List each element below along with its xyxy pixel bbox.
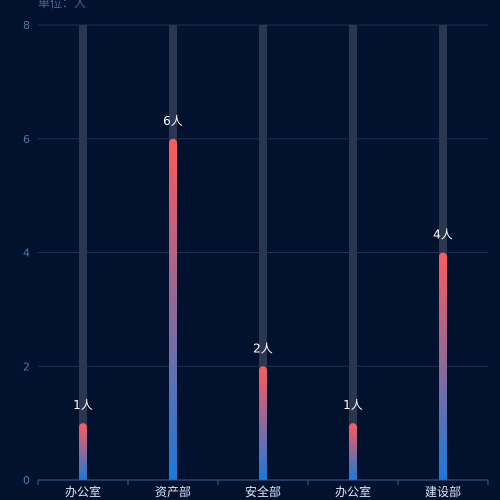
x-axis-ticks: 办公室 资产部 安全部 办公室 建设部 <box>65 484 461 499</box>
bar <box>169 138 177 480</box>
x-tick-label: 办公室 <box>335 484 371 499</box>
bar-track <box>259 25 267 480</box>
x-tick-label: 资产部 <box>155 484 191 499</box>
data-label: 2人 <box>253 341 273 355</box>
bar <box>79 423 87 480</box>
y-axis-ticks: 0 2 4 6 8 <box>23 19 30 487</box>
bar <box>439 252 447 480</box>
x-tick-label: 办公室 <box>65 484 101 499</box>
y-tick-label: 4 <box>23 247 30 260</box>
unit-label: 单位：人 <box>38 0 86 10</box>
bar <box>349 423 357 480</box>
y-tick-label: 0 <box>23 474 30 487</box>
data-label: 4人 <box>433 228 453 242</box>
bar-track <box>79 25 87 480</box>
x-axis <box>37 479 489 485</box>
bar <box>259 366 267 480</box>
bar-track <box>349 25 357 480</box>
data-label: 1人 <box>343 398 363 412</box>
data-labels: 1人 6人 2人 1人 4人 <box>73 114 453 412</box>
x-tick-label: 安全部 <box>245 484 281 499</box>
y-tick-label: 8 <box>23 19 30 32</box>
data-label: 6人 <box>163 114 183 128</box>
data-label: 1人 <box>73 398 93 412</box>
y-tick-label: 2 <box>23 360 30 373</box>
x-tick-label: 建设部 <box>425 484 461 499</box>
bars <box>79 138 447 480</box>
y-tick-label: 6 <box>23 133 30 146</box>
